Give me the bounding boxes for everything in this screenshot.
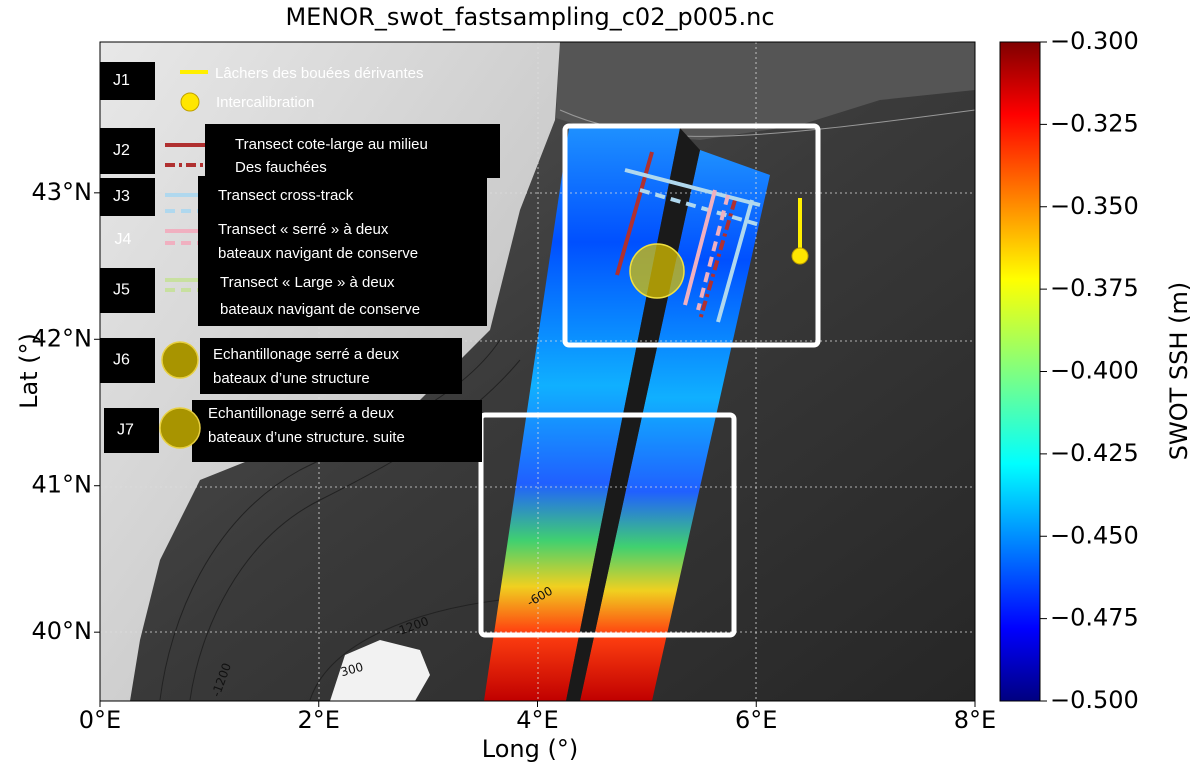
legend-text: Transect « serré » à deux bbox=[218, 221, 389, 238]
colorbar-tick-label: −0.325 bbox=[1050, 109, 1139, 137]
colorbar-tick-label: −0.400 bbox=[1050, 357, 1139, 385]
y-tick-label: 42°N bbox=[32, 324, 93, 352]
legend-code: J5 bbox=[113, 282, 130, 299]
legend-text: Echantillonage serré a deux bbox=[213, 346, 399, 363]
legend-text: bateaux navigant de conserve bbox=[220, 301, 420, 318]
colorbar-label: SWOT SSH (m) bbox=[1165, 282, 1193, 460]
legend-text: Intercalibration bbox=[216, 94, 314, 111]
legend-text: Transect « Large » à deux bbox=[220, 274, 395, 291]
legend-code: J7 bbox=[117, 422, 134, 439]
x-tick-label: 6°E bbox=[735, 706, 777, 734]
legend-text: Transect cross-track bbox=[218, 187, 354, 204]
legend-symbol bbox=[160, 408, 200, 448]
legend-symbol bbox=[181, 93, 199, 111]
title: MENOR_swot_fastsampling_c02_p005.nc bbox=[285, 3, 774, 31]
colorbar-tick-label: −0.475 bbox=[1050, 604, 1139, 632]
y-tick-label: 41°N bbox=[32, 471, 93, 499]
legend-code: J2 bbox=[113, 142, 130, 159]
legend-text: Transect cote-large au milieu bbox=[235, 136, 428, 153]
colorbar-tick-label: −0.375 bbox=[1050, 274, 1139, 302]
x-axis-label: Long (°) bbox=[482, 735, 578, 763]
y-tick-label: 43°N bbox=[32, 178, 93, 206]
colorbar-tick-label: −0.425 bbox=[1050, 439, 1139, 467]
legend-code: J1 bbox=[113, 72, 130, 89]
legend-text: Des fauchées bbox=[235, 159, 327, 176]
x-tick-label: 2°E bbox=[298, 706, 340, 734]
legend-code: J3 bbox=[113, 188, 130, 205]
legend-text: bateaux d’une structure bbox=[213, 370, 370, 387]
x-tick-label: 4°E bbox=[516, 706, 558, 734]
colorbar-tick-label: −0.450 bbox=[1050, 521, 1139, 549]
colorbar-tick-label: −0.500 bbox=[1050, 686, 1139, 714]
legend-text: Echantillonage serré a deux bbox=[208, 405, 394, 422]
legend-text: bateaux navigant de conserve bbox=[218, 245, 418, 262]
legend-text: bateaux d’une structure. suite bbox=[208, 429, 405, 446]
legend-code: J4 bbox=[115, 231, 132, 248]
x-tick-label: 8°E bbox=[954, 706, 996, 734]
y-tick-label: 40°N bbox=[32, 617, 93, 645]
figure: MENOR_swot_fastsampling_c02_p005.nc bbox=[0, 0, 1199, 771]
colorbar-tick-label: −0.350 bbox=[1050, 192, 1139, 220]
colorbar bbox=[1000, 42, 1040, 701]
colorbar-tick-label: −0.300 bbox=[1050, 27, 1139, 55]
legend-text: Lâchers des bouées dérivantes bbox=[215, 65, 423, 82]
x-tick-label: 0°E bbox=[79, 706, 121, 734]
legend-code: J6 bbox=[113, 352, 130, 369]
legend-symbol bbox=[162, 342, 198, 378]
